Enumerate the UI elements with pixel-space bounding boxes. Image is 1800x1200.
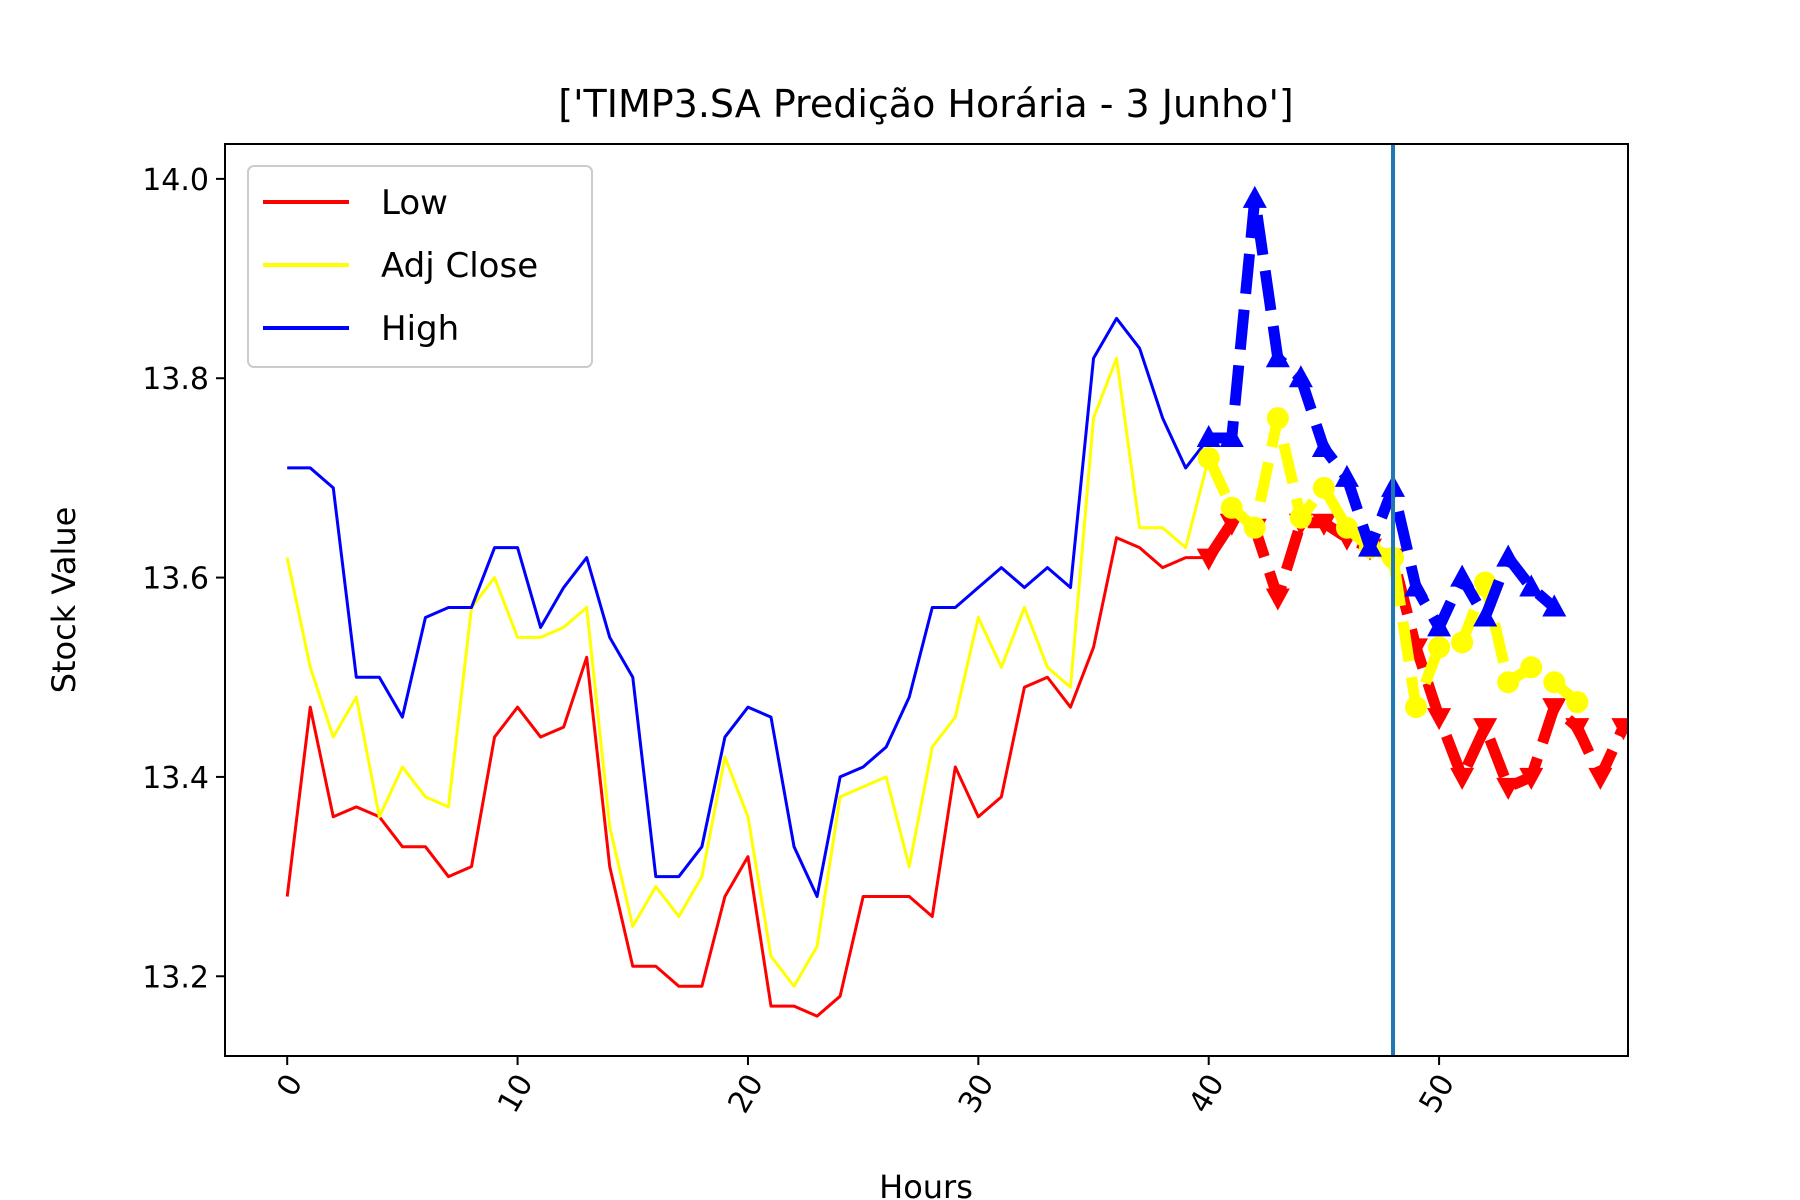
legend-label-high: High (381, 309, 459, 349)
y-tick-label: 13.6 (142, 562, 209, 597)
predicted-point-low (1473, 718, 1498, 741)
y-axis-label: Stock Value (45, 507, 83, 694)
predicted-point-low (1588, 767, 1613, 790)
predicted-point-high (1334, 464, 1359, 487)
y-tick-label: 13.2 (142, 960, 209, 995)
x-axis-label: Hours (879, 1168, 973, 1200)
predicted-point-high (1196, 425, 1221, 448)
predicted-point-adj-close (1220, 496, 1243, 519)
predicted-point-high (1542, 594, 1567, 617)
predicted-point-adj-close (1243, 516, 1266, 539)
predicted-point-high (1219, 425, 1244, 448)
predicted-line-high (1208, 193, 1558, 633)
predicted-point-adj-close (1543, 671, 1566, 694)
predicted-point-low (1311, 513, 1336, 536)
predicted-point-adj-close (1197, 446, 1220, 469)
predicted-point-adj-close (1497, 671, 1520, 694)
predicted-point-adj-close (1266, 407, 1289, 430)
y-tick-label: 14.0 (142, 163, 209, 198)
plot-frame (224, 143, 1629, 1057)
predicted-point-adj-close (1520, 656, 1543, 679)
legend-label-adj-close: Adj Close (381, 246, 538, 286)
predicted-point-high (1450, 564, 1475, 587)
predicted-point-low (1496, 777, 1521, 800)
legend-box (247, 165, 593, 368)
predicted-point-low (1542, 698, 1567, 721)
y-tick-label: 13.4 (142, 761, 209, 796)
predicted-point-high (1404, 574, 1429, 597)
predicted-point-adj-close (1289, 506, 1312, 529)
predicted-point-low (1519, 767, 1544, 790)
predicted-point-high (1519, 574, 1544, 597)
predicted-point-low (1265, 588, 1290, 611)
plot-area (285, 144, 1628, 1056)
predicted-point-high (1242, 185, 1267, 208)
predicted-point-adj-close (1566, 691, 1589, 714)
predicted-point-low (1565, 718, 1590, 741)
predicted-point-adj-close (1405, 696, 1428, 719)
predicted-point-adj-close (1428, 636, 1451, 659)
predicted-point-low (1611, 718, 1628, 741)
legend: Low Adj Close High (247, 165, 593, 368)
predicted-point-high (1288, 365, 1313, 388)
predicted-point-high (1427, 614, 1452, 637)
predicted-point-adj-close (1335, 516, 1358, 539)
predicted-point-adj-close (1312, 476, 1335, 499)
legend-label-low: Low (381, 183, 448, 223)
predicted-point-low (1427, 708, 1452, 731)
predicted-point-high (1357, 534, 1382, 557)
predicted-point-high (1311, 435, 1336, 457)
predicted-point-high (1473, 604, 1498, 627)
predicted-point-low (1196, 548, 1221, 571)
y-tick-label: 13.8 (142, 362, 209, 397)
predicted-point-adj-close (1451, 631, 1474, 654)
series-line-low (285, 536, 1209, 1018)
predicted-point-low (1450, 767, 1475, 790)
series-line-adj-close (285, 356, 1211, 988)
chart-title: ['TIMP3.SA Predição Horária - 3 Junho'] (558, 82, 1293, 126)
predicted-point-high (1496, 544, 1521, 567)
series-group (285, 185, 1628, 1018)
predicted-point-high (1265, 345, 1290, 368)
series-line-high (287, 316, 1210, 899)
